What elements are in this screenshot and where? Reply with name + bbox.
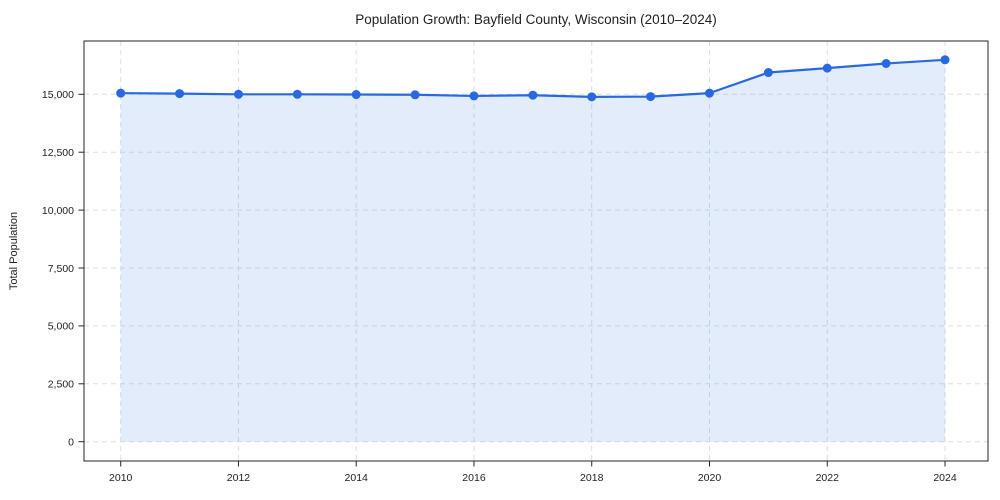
data-point-2015 xyxy=(410,90,420,100)
data-point-2016 xyxy=(469,91,479,101)
y-tick-label: 12,500 xyxy=(42,147,74,159)
y-tick-label: 0 xyxy=(68,437,74,449)
plot-border xyxy=(83,40,989,462)
x-tick-label: 2018 xyxy=(580,472,604,484)
y-tick-label: 15,000 xyxy=(42,89,74,101)
data-point-2014 xyxy=(351,90,361,100)
y-axis-label: Total Population xyxy=(8,212,20,290)
tick-layer: 2010 2012 2014 2016 2018 2020 2022 2024 0 2,500 5,… xyxy=(42,89,957,484)
y-tick-label: 10,000 xyxy=(42,205,74,217)
data-point-2024 xyxy=(940,55,950,65)
data-point-2023 xyxy=(881,58,891,68)
data-point-2017 xyxy=(528,90,538,100)
x-tick-label: 2010 xyxy=(109,472,133,484)
chart-title: Population Growth: Bayfield County, Wisc… xyxy=(355,12,716,27)
data-point-2012 xyxy=(233,89,243,99)
y-tick-label: 7,500 xyxy=(48,263,74,275)
data-layer xyxy=(116,55,950,442)
data-point-2018 xyxy=(587,92,597,102)
x-tick-label: 2014 xyxy=(345,472,369,484)
data-point-2021 xyxy=(763,68,773,78)
data-point-2022 xyxy=(822,63,832,73)
data-point-2019 xyxy=(646,92,656,102)
area-fill xyxy=(120,59,946,442)
data-point-2011 xyxy=(175,89,185,99)
y-tick-label: 5,000 xyxy=(48,321,74,333)
x-tick-label: 2020 xyxy=(698,472,722,484)
data-point-2020 xyxy=(705,88,714,98)
data-point-2013 xyxy=(292,89,302,99)
x-tick-label: 2022 xyxy=(816,472,840,484)
y-tick-label: 2,500 xyxy=(48,379,74,391)
x-tick-label: 2024 xyxy=(933,472,957,484)
x-tick-label: 2016 xyxy=(462,472,486,484)
data-point-2010 xyxy=(116,88,126,98)
x-tick-label: 2012 xyxy=(227,472,251,484)
